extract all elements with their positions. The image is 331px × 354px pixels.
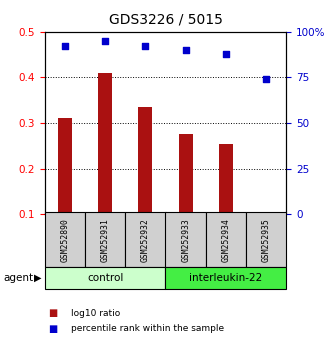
Bar <box>246 212 286 267</box>
Text: interleukin-22: interleukin-22 <box>189 273 262 282</box>
Bar <box>45 212 85 267</box>
Text: log10 ratio: log10 ratio <box>71 309 120 318</box>
Bar <box>179 135 193 214</box>
Bar <box>166 267 286 289</box>
Bar <box>206 212 246 267</box>
Text: ■: ■ <box>48 324 57 333</box>
Bar <box>98 73 112 214</box>
Text: agent: agent <box>3 273 33 282</box>
Text: GSM252931: GSM252931 <box>101 218 110 262</box>
Text: GSM252933: GSM252933 <box>181 218 190 262</box>
Text: GDS3226 / 5015: GDS3226 / 5015 <box>109 12 222 27</box>
Text: GSM252934: GSM252934 <box>221 218 230 262</box>
Bar <box>166 212 206 267</box>
Point <box>143 44 148 49</box>
Text: ■: ■ <box>48 308 57 318</box>
Point <box>223 51 228 57</box>
Bar <box>125 212 166 267</box>
Bar <box>85 212 125 267</box>
Text: GSM252935: GSM252935 <box>262 218 271 262</box>
Bar <box>45 267 166 289</box>
Text: GSM252932: GSM252932 <box>141 218 150 262</box>
Text: GSM252890: GSM252890 <box>60 218 69 262</box>
Text: percentile rank within the sample: percentile rank within the sample <box>71 324 224 333</box>
Point <box>183 47 188 53</box>
Point <box>263 76 269 82</box>
Text: control: control <box>87 273 123 282</box>
Bar <box>219 144 233 214</box>
Point <box>62 44 68 49</box>
Text: ▶: ▶ <box>34 273 42 282</box>
Point <box>102 38 108 44</box>
Bar <box>138 107 152 214</box>
Bar <box>58 119 72 214</box>
